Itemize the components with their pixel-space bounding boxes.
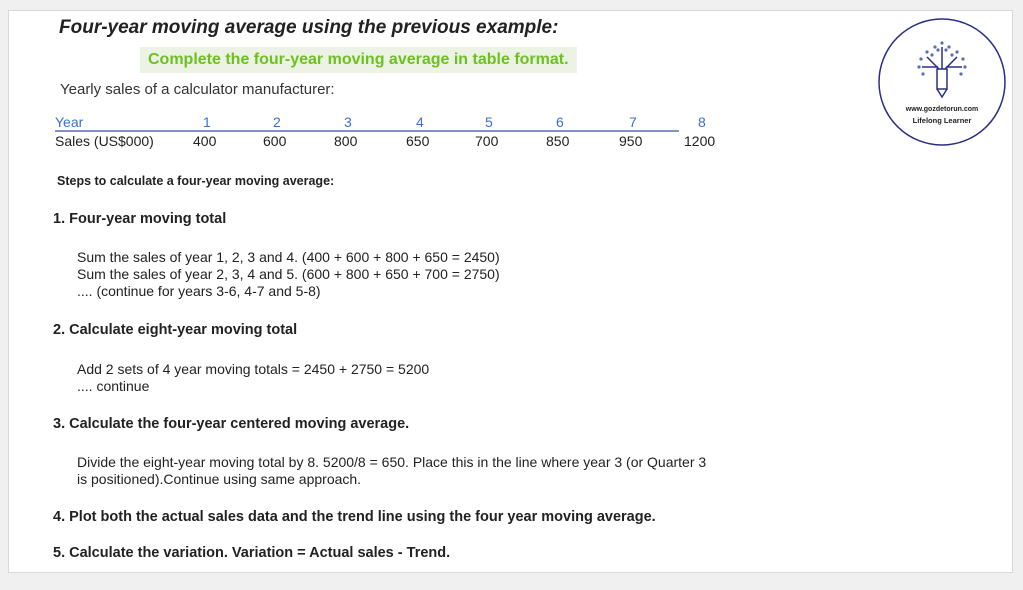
step-1-line-1: Sum the sales of year 1, 2, 3 and 4. (40… <box>77 249 500 265</box>
step-1-line-2: Sum the sales of year 2, 3, 4 and 5. (60… <box>77 266 500 282</box>
step-3-line-2: is positioned).Continue using same appro… <box>77 471 362 487</box>
sales-cell: 850 <box>546 133 570 149</box>
year-cell: 6 <box>556 114 564 130</box>
sales-cell: 800 <box>334 133 358 149</box>
task-highlight: Complete the four-year moving average in… <box>140 47 577 73</box>
year-cell: 5 <box>485 114 493 130</box>
step-2-heading: 2. Calculate eight-year moving total <box>53 322 298 338</box>
sales-table: Year 1 2 3 4 5 6 7 8 Sales (US$000) 400 600 800 65… <box>55 114 715 149</box>
steps-heading: Steps to calculate a four-year moving av… <box>57 174 335 188</box>
sales-cell: 650 <box>406 133 430 149</box>
year-cell: 8 <box>698 114 706 130</box>
step-1-heading: 1. Four-year moving total <box>53 211 227 227</box>
step-2-line-2: .... continue <box>77 378 150 394</box>
sales-cell: 1200 <box>684 133 716 149</box>
intro-text: Yearly sales of a calculator manufacture… <box>60 81 335 98</box>
tree-pencil-logo-icon <box>878 18 1006 146</box>
logo: www.gozdetorun.com Lifelong Learner <box>877 17 1007 147</box>
step-5-heading: 5. Calculate the variation. Variation = … <box>53 545 451 561</box>
sales-cell: 400 <box>193 133 217 149</box>
sales-cell: 600 <box>263 133 287 149</box>
step-3-heading: 3. Calculate the four-year centered movi… <box>53 416 410 432</box>
year-cell: 1 <box>203 114 211 130</box>
step-1-line-3: .... (continue for years 3-6, 4-7 and 5-… <box>77 283 321 299</box>
logo-url: www.gozdetorun.com <box>905 106 979 113</box>
year-cell: 3 <box>344 114 352 130</box>
sales-cell: 950 <box>619 133 643 149</box>
year-row: Year 1 2 3 4 5 6 7 8 <box>55 114 706 130</box>
year-cell: 4 <box>416 114 424 130</box>
year-cell: 2 <box>273 114 281 130</box>
sales-cell: 700 <box>475 133 499 149</box>
slide-title: Four-year moving average using the previ… <box>59 17 559 38</box>
sales-label: Sales (US$000) <box>55 133 154 149</box>
sales-row: Sales (US$000) 400 600 800 650 700 850 950 1200 <box>55 133 715 149</box>
year-cell: 7 <box>629 114 637 130</box>
step-4-heading: 4. Plot both the actual sales data and t… <box>53 509 656 525</box>
step-3-line-1: Divide the eight-year moving total by 8.… <box>77 454 707 470</box>
year-label: Year <box>55 114 84 130</box>
table-divider <box>55 130 679 132</box>
slide: Four-year moving average using the previ… <box>8 10 1013 573</box>
step-2-line-1: Add 2 sets of 4 year moving totals = 245… <box>77 361 430 377</box>
logo-tagline: Lifelong Learner <box>912 116 972 125</box>
